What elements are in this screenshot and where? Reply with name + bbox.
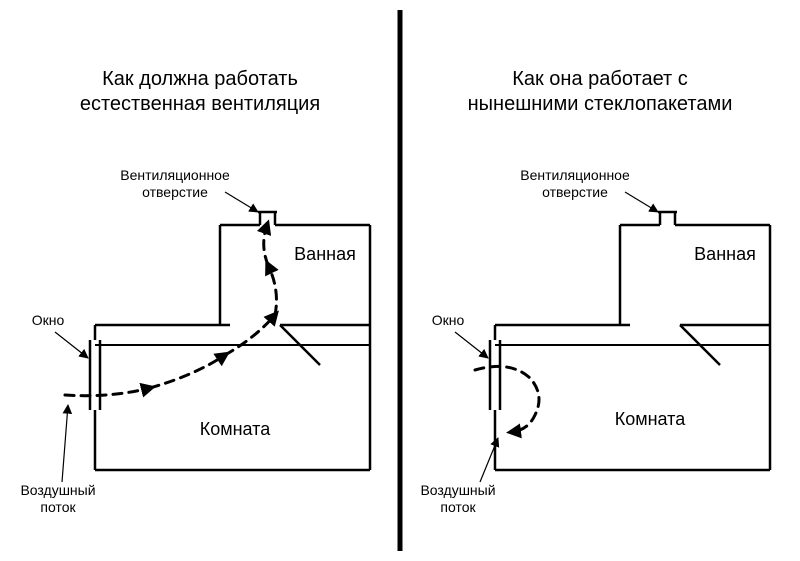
left-window-label: Окно — [32, 312, 65, 328]
left-airflow-arrow — [62, 405, 68, 482]
left-room-label: Комната — [200, 419, 271, 439]
left-vent-label-1: Вентиляционное — [120, 167, 230, 183]
left-title-2: естественная вентиляция — [80, 93, 320, 115]
left-panel: Как должна работать естественная вентиля… — [20, 68, 370, 515]
right-airflow — [475, 366, 539, 432]
right-panel: Как она работает с нынешними стеклопакет… — [420, 68, 770, 515]
right-room-label: Комната — [615, 409, 686, 429]
right-bathroom — [620, 212, 770, 325]
ventilation-diagram: Как должна работать естественная вентиля… — [0, 0, 800, 561]
right-vent-arrow — [625, 192, 658, 212]
right-window-label: Окно — [432, 312, 465, 328]
right-bathroom-label: Ванная — [694, 244, 756, 264]
right-room — [490, 325, 770, 470]
left-airflow-label-1: Воздушный — [20, 482, 95, 498]
right-vent-label-2: отверстие — [542, 184, 608, 200]
left-room — [90, 325, 370, 470]
left-airflow — [65, 225, 276, 396]
right-title-1: Как она работает с — [512, 68, 688, 90]
left-vent-label-2: отверстие — [142, 184, 208, 200]
right-window-arrow — [455, 332, 488, 358]
left-airflow-label-2: поток — [40, 499, 76, 515]
left-title-1: Как должна работать — [102, 68, 298, 90]
left-window-arrow — [55, 332, 88, 358]
right-airflow-label-1: Воздушный — [420, 482, 495, 498]
right-airflow-label-2: поток — [440, 499, 476, 515]
left-vent-arrow — [225, 192, 258, 212]
right-vent-label-1: Вентиляционное — [520, 167, 630, 183]
left-bathroom-label: Ванная — [294, 244, 356, 264]
left-bathroom — [220, 212, 370, 325]
right-title-2: нынешними стеклопакетами — [468, 93, 733, 115]
